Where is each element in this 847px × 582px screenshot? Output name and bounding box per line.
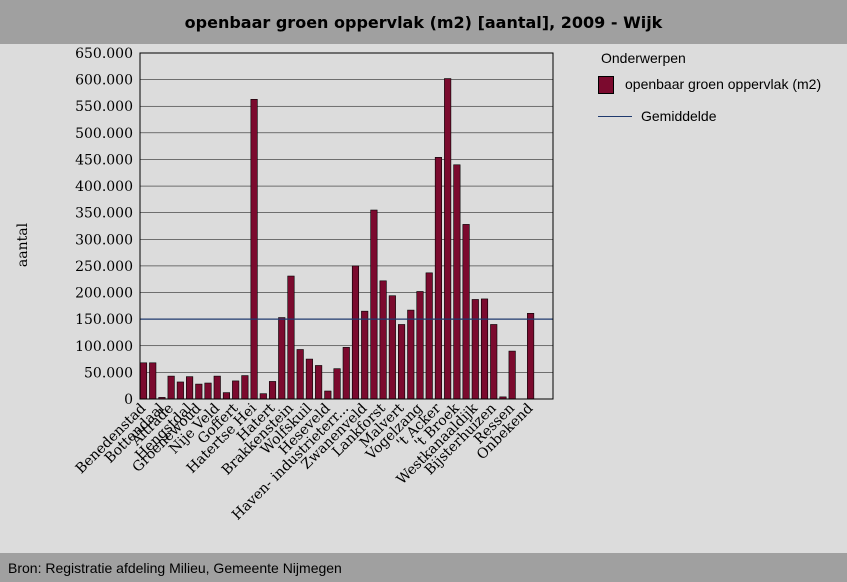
bar [388,295,396,400]
bar [425,272,433,400]
bar [351,265,360,400]
bar [324,390,332,400]
y-tick-label: 650.000 [75,46,133,62]
bar [434,157,442,400]
y-tick-label: 500.000 [75,126,133,142]
bar [471,299,479,400]
bar [379,280,387,400]
bar [342,347,350,400]
legend-average-swatch [598,116,632,117]
bar [213,375,221,400]
bar [296,349,304,400]
bar [241,375,249,400]
bar [186,376,194,400]
bar [462,224,470,400]
y-tick-label: 600.000 [75,73,133,89]
bar [315,365,323,400]
bar [176,381,184,400]
bar [480,298,489,400]
legend-series-label: openbaar groen oppervlak (m2) [625,76,822,92]
bar [287,275,295,400]
y-tick-label: 100.000 [75,339,133,355]
bar [361,310,369,400]
bar [195,383,203,400]
bar [407,309,415,400]
bar [370,209,378,400]
legend-average-label: Gemiddelde [641,108,717,124]
chart-title: openbaar groen oppervlak (m2) [aantal], … [184,12,663,32]
bar [444,78,452,400]
y-tick-label: 250.000 [75,259,133,275]
bar [268,381,277,400]
bar-chart: aantal 0 50.000 100.000 150.000 200.000 250.0… [15,46,554,523]
y-tick-label: 300.000 [75,232,133,248]
bar [222,392,230,400]
y-tick-label: 150.000 [75,312,133,328]
bar [259,393,267,400]
footer: Bron: Registratie afdeling Milieu, Gemee… [0,553,847,582]
bar [149,362,157,400]
y-tick-label: 550.000 [75,99,133,115]
plot-frame [139,52,554,400]
bar [204,382,212,400]
bar [139,362,148,400]
bar [250,99,258,400]
y-tick-label: 50.000 [84,365,133,381]
legend-title: Onderwerpen [601,50,686,66]
bar [490,324,498,400]
bar [167,375,175,400]
source-note: Bron: Registratie afdeling Milieu, Gemee… [8,559,342,576]
y-tick-label: 200.000 [75,286,133,302]
y-tick-label: 350.000 [75,206,133,222]
bar [527,312,535,400]
bar [508,350,516,400]
y-tick-label: 400.000 [75,179,133,195]
y-tick-label: 450.000 [75,152,133,168]
bar [398,324,406,400]
chart-title-bar: openbaar groen oppervlak (m2) [aantal], … [0,0,847,44]
legend-swatch [598,76,614,94]
bar [333,368,341,400]
legend: Onderwerpen openbaar groen oppervlak (m2… [598,48,841,138]
bar [416,291,424,400]
bar [232,380,240,400]
bar [278,317,286,400]
bar [453,164,461,400]
bar [305,358,313,400]
y-axis-title: aantal [15,222,31,267]
y-tick-label: 0 [124,392,133,408]
